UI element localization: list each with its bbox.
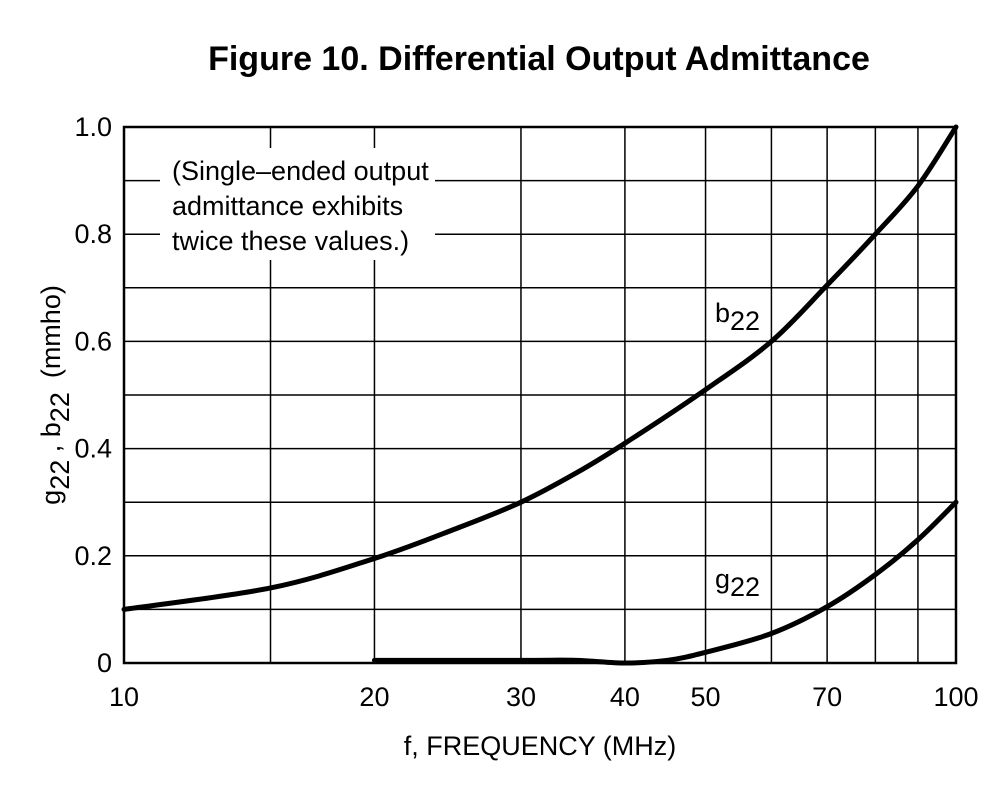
note-box: (Single–ended output admittance exhibits… — [160, 148, 435, 260]
y-axis-label-b-sub: 22 — [45, 392, 75, 422]
series-label-g22: g22 — [715, 564, 760, 602]
x-tick-label: 10 — [109, 682, 139, 712]
note-line-2: admittance exhibits — [172, 191, 403, 221]
y-tick-label: 1.0 — [74, 112, 112, 142]
note-line-3: twice these values.) — [172, 226, 409, 256]
note-background — [160, 148, 435, 260]
y-axis-label-g-sub: 22 — [45, 460, 75, 490]
y-axis-label-unit: (mmho) — [36, 285, 66, 378]
x-tick-label: 30 — [506, 682, 536, 712]
y-tick-label: 0.2 — [74, 541, 112, 571]
series-label-b22-main: b — [715, 298, 730, 328]
series-label-b22: b22 — [715, 298, 760, 336]
x-tick-label: 40 — [610, 682, 640, 712]
y-tick-label: 0.4 — [74, 434, 112, 464]
y-axis-label-sep: , — [36, 437, 66, 460]
y-axis-label-g: g — [36, 490, 66, 505]
x-axis-label: f, FREQUENCY (MHz) — [404, 731, 677, 761]
series-line-b22 — [121, 124, 959, 612]
series-lines — [121, 124, 959, 666]
series-label-b22-sub: 22 — [730, 306, 760, 336]
series-label-g22-main: g — [715, 564, 730, 594]
chart-title: Figure 10. Differential Output Admittanc… — [208, 40, 870, 78]
note-line-1: (Single–ended output — [172, 156, 429, 186]
x-tick-label: 70 — [812, 682, 842, 712]
y-tick-label: 0.8 — [74, 219, 112, 249]
series-line-g22 — [371, 499, 959, 666]
y-axis-label-b: b — [36, 422, 66, 437]
x-tick-label: 50 — [691, 682, 721, 712]
y-tick-labels: 0 0.2 0.4 0.6 0.8 1.0 — [74, 112, 112, 678]
plot-frame — [122, 125, 958, 665]
y-tick-label: 0 — [97, 648, 112, 678]
x-tick-labels: 10 20 30 40 50 70 100 — [109, 682, 979, 712]
x-tick-label: 20 — [359, 682, 389, 712]
y-tick-label: 0.6 — [74, 326, 112, 356]
y-axis-label: g22 , b22(mmho) — [36, 285, 75, 505]
series-label-g22-sub: 22 — [730, 572, 760, 602]
x-tick-label: 100 — [933, 682, 978, 712]
